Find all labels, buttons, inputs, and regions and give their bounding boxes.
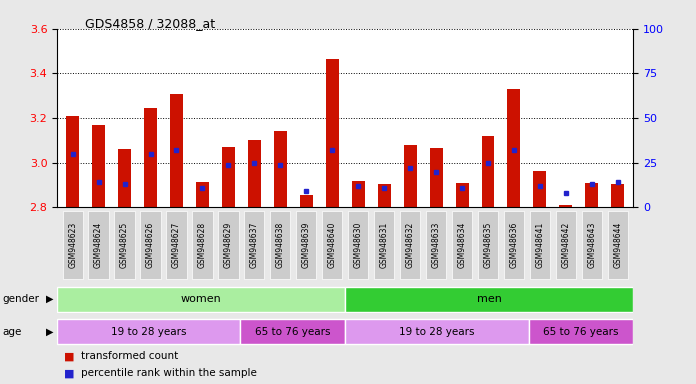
Bar bbox=[88, 211, 109, 279]
Text: GSM948640: GSM948640 bbox=[328, 222, 337, 268]
Text: GSM948638: GSM948638 bbox=[276, 222, 285, 268]
Bar bbox=[114, 211, 135, 279]
Text: women: women bbox=[181, 294, 221, 304]
Bar bbox=[248, 141, 261, 207]
Text: GSM948633: GSM948633 bbox=[432, 222, 441, 268]
Bar bbox=[611, 184, 624, 207]
Text: GSM948628: GSM948628 bbox=[198, 222, 207, 268]
Bar bbox=[533, 170, 546, 207]
Text: GSM948630: GSM948630 bbox=[354, 222, 363, 268]
Text: GSM948643: GSM948643 bbox=[587, 222, 596, 268]
Text: GSM948626: GSM948626 bbox=[146, 222, 155, 268]
Bar bbox=[63, 211, 83, 279]
Bar bbox=[608, 211, 628, 279]
Bar bbox=[192, 211, 212, 279]
Text: percentile rank within the sample: percentile rank within the sample bbox=[81, 368, 258, 378]
Bar bbox=[166, 211, 187, 279]
Bar bbox=[351, 180, 365, 207]
Bar bbox=[345, 287, 633, 311]
Bar bbox=[57, 319, 240, 344]
Text: GDS4858 / 32088_at: GDS4858 / 32088_at bbox=[85, 17, 215, 30]
Bar bbox=[378, 184, 390, 207]
Bar bbox=[530, 211, 550, 279]
Text: GSM948635: GSM948635 bbox=[484, 222, 493, 268]
Text: GSM948627: GSM948627 bbox=[172, 222, 181, 268]
Text: ▶: ▶ bbox=[46, 294, 54, 304]
Text: GSM948636: GSM948636 bbox=[509, 222, 519, 268]
Bar bbox=[144, 108, 157, 207]
Bar bbox=[118, 149, 131, 207]
Bar bbox=[270, 211, 290, 279]
Bar bbox=[426, 211, 446, 279]
Bar bbox=[170, 94, 183, 207]
Bar bbox=[348, 211, 368, 279]
Bar bbox=[219, 211, 239, 279]
Bar bbox=[560, 205, 572, 207]
Bar bbox=[582, 211, 602, 279]
Bar bbox=[452, 211, 472, 279]
Bar bbox=[478, 211, 498, 279]
Bar bbox=[400, 211, 420, 279]
Bar bbox=[92, 125, 105, 207]
Text: GSM948623: GSM948623 bbox=[68, 222, 77, 268]
Text: GSM948631: GSM948631 bbox=[379, 222, 388, 268]
Bar bbox=[57, 287, 345, 311]
Text: 65 to 76 years: 65 to 76 years bbox=[255, 327, 331, 337]
Bar bbox=[482, 136, 494, 207]
Text: GSM948625: GSM948625 bbox=[120, 222, 129, 268]
Bar bbox=[555, 211, 576, 279]
Text: GSM948642: GSM948642 bbox=[562, 222, 570, 268]
Bar bbox=[196, 182, 209, 207]
Text: age: age bbox=[3, 327, 22, 337]
Bar bbox=[300, 195, 313, 207]
Bar bbox=[528, 319, 633, 344]
Text: men: men bbox=[477, 294, 502, 304]
Text: GSM948629: GSM948629 bbox=[224, 222, 233, 268]
Text: ■: ■ bbox=[64, 351, 74, 361]
Text: GSM948634: GSM948634 bbox=[457, 222, 466, 268]
Bar bbox=[141, 211, 161, 279]
Text: GSM948641: GSM948641 bbox=[535, 222, 544, 268]
Text: ▶: ▶ bbox=[46, 327, 54, 337]
Bar bbox=[240, 319, 345, 344]
Bar bbox=[504, 211, 524, 279]
Bar bbox=[322, 211, 342, 279]
Bar bbox=[66, 116, 79, 207]
Text: GSM948639: GSM948639 bbox=[302, 222, 311, 268]
Bar bbox=[585, 183, 599, 207]
Text: 19 to 28 years: 19 to 28 years bbox=[111, 327, 187, 337]
Bar bbox=[222, 147, 235, 207]
Text: transformed count: transformed count bbox=[81, 351, 179, 361]
Bar bbox=[507, 89, 521, 207]
Text: GSM948644: GSM948644 bbox=[613, 222, 622, 268]
Bar bbox=[274, 131, 287, 207]
Bar bbox=[345, 319, 528, 344]
Text: GSM948624: GSM948624 bbox=[94, 222, 103, 268]
Text: ■: ■ bbox=[64, 368, 74, 378]
Bar bbox=[374, 211, 394, 279]
Text: 19 to 28 years: 19 to 28 years bbox=[399, 327, 475, 337]
Text: GSM948637: GSM948637 bbox=[250, 222, 259, 268]
Bar bbox=[296, 211, 317, 279]
Text: gender: gender bbox=[3, 294, 40, 304]
Text: 65 to 76 years: 65 to 76 years bbox=[543, 327, 619, 337]
Bar bbox=[429, 148, 443, 207]
Bar bbox=[456, 183, 468, 207]
Bar bbox=[244, 211, 264, 279]
Text: GSM948632: GSM948632 bbox=[406, 222, 415, 268]
Bar bbox=[326, 59, 339, 207]
Bar bbox=[404, 145, 417, 207]
